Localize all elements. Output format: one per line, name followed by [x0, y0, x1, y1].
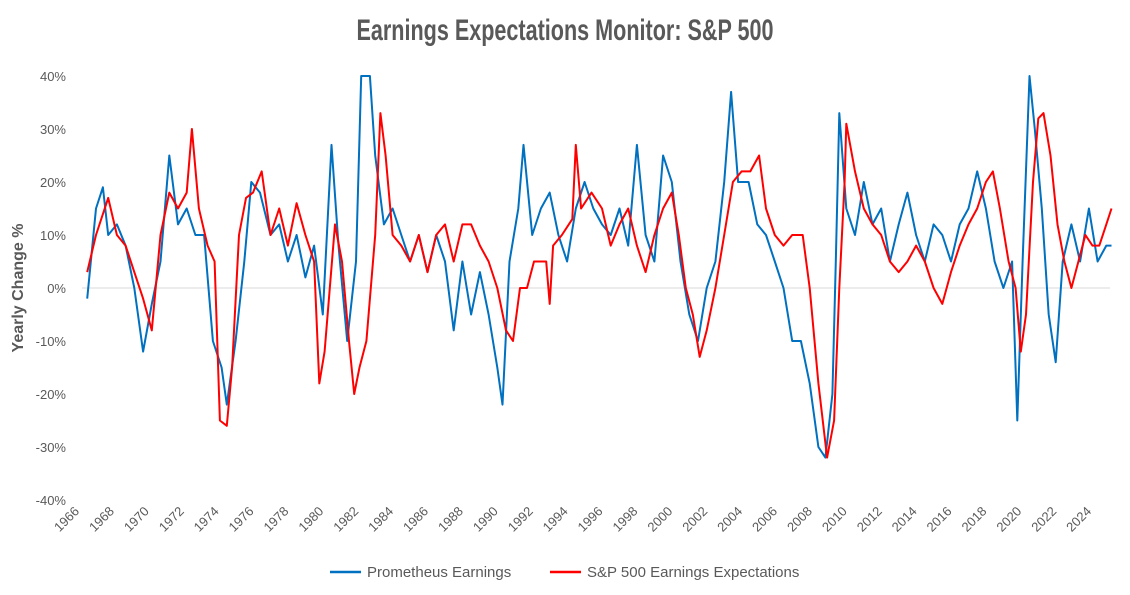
x-tick-label: 1986	[400, 504, 431, 535]
y-tick-label: -40%	[36, 493, 67, 508]
x-tick-label: 2018	[958, 504, 989, 535]
x-tick-label: 2020	[993, 504, 1024, 535]
x-tick-label: 1996	[575, 504, 606, 535]
x-tick-label: 2000	[644, 504, 675, 535]
series-line-0	[86, 75, 1112, 459]
x-tick-label: 1992	[505, 504, 536, 535]
x-tick-label: 1974	[191, 504, 222, 535]
y-tick-label: -30%	[36, 440, 67, 455]
x-tick-label: 1982	[330, 504, 361, 535]
y-tick-label: 0%	[47, 281, 66, 296]
x-tick-label: 1978	[260, 504, 291, 535]
x-tick-label: 1976	[226, 504, 257, 535]
x-tick-label: 2016	[924, 504, 955, 535]
y-tick-label: 20%	[40, 175, 66, 190]
series-line-1	[86, 112, 1113, 459]
x-tick-label: 1966	[51, 504, 82, 535]
legend: Prometheus Earnings S&P 500 Earnings Exp…	[330, 564, 799, 581]
x-tick-label: 2004	[714, 504, 745, 535]
x-tick-label: 2012	[854, 504, 885, 535]
y-axis-label: Yearly Change %	[10, 224, 27, 353]
y-tick-label: 40%	[40, 69, 66, 84]
x-tick-label: 1990	[470, 504, 501, 535]
x-tick-label: 1984	[365, 504, 396, 535]
x-tick-label: 1998	[609, 504, 640, 535]
y-tick-label: 30%	[40, 122, 66, 137]
x-tick-label: 1988	[435, 504, 466, 535]
x-tick-label: 1970	[121, 504, 152, 535]
x-tick-label: 1994	[540, 504, 571, 535]
y-tick-label: -10%	[36, 334, 67, 349]
x-tick-label: 2014	[889, 504, 920, 535]
y-ticks: -40% -30% -20% -10% 0% 10% 20% 30% 40%	[36, 69, 67, 508]
series-lines	[86, 75, 1113, 459]
x-tick-label: 1980	[295, 504, 326, 535]
y-tick-label: 10%	[40, 228, 66, 243]
chart-title: Earnings Expectations Monitor: S&P 500	[356, 12, 773, 46]
x-tick-label: 2024	[1063, 504, 1094, 535]
x-tick-label: 2002	[679, 504, 710, 535]
x-tick-label: 2010	[819, 504, 850, 535]
x-ticks: 1966 1968 1970 1972 1974 1976 1978 1980 1982 1984…	[51, 504, 1094, 535]
x-tick-label: 2022	[1028, 504, 1059, 535]
legend-label-prometheus: Prometheus Earnings	[367, 564, 511, 581]
x-tick-label: 2008	[784, 504, 815, 535]
legend-label-sp500: S&P 500 Earnings Expectations	[587, 564, 799, 581]
x-tick-label: 1972	[156, 504, 187, 535]
y-tick-label: -20%	[36, 387, 67, 402]
x-tick-label: 1968	[86, 504, 117, 535]
x-tick-label: 2006	[749, 504, 780, 535]
